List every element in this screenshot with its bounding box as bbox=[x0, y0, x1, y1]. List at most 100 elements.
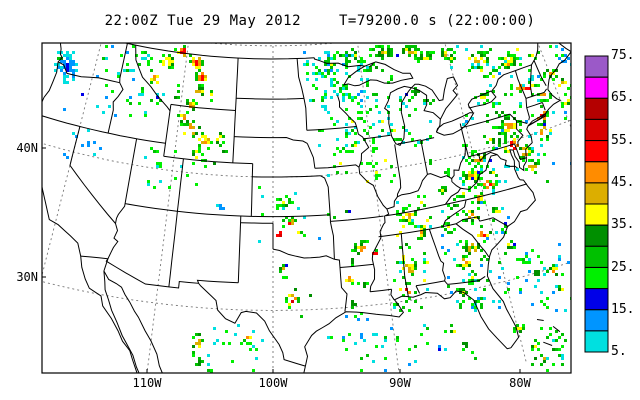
radar-cell bbox=[471, 171, 474, 174]
radar-cell bbox=[510, 84, 513, 87]
radar-cell bbox=[234, 333, 237, 336]
radar-cell bbox=[408, 267, 411, 270]
radar-cell bbox=[450, 57, 453, 60]
radar-cell bbox=[345, 60, 348, 63]
radar-cell bbox=[483, 186, 486, 189]
radar-cell bbox=[561, 78, 564, 81]
radar-cell bbox=[381, 120, 384, 123]
radar-cell bbox=[378, 51, 381, 54]
radar-cell bbox=[480, 306, 483, 309]
radar-cell bbox=[465, 249, 468, 252]
radar-cell bbox=[549, 132, 552, 135]
radar-cell bbox=[549, 72, 552, 75]
radar-cell bbox=[390, 180, 393, 183]
radar-cell bbox=[318, 129, 321, 132]
radar-cell bbox=[345, 129, 348, 132]
radar-cell bbox=[414, 300, 417, 303]
radar-cell bbox=[504, 141, 507, 144]
radar-cell bbox=[552, 267, 555, 270]
radar-cell bbox=[492, 90, 495, 93]
map-border-line bbox=[237, 215, 242, 283]
radar-cell bbox=[498, 66, 501, 69]
radar-cell bbox=[471, 243, 474, 246]
radar-cell bbox=[387, 54, 390, 57]
radar-cell bbox=[555, 264, 558, 267]
radar-cell bbox=[534, 171, 537, 174]
radar-cell bbox=[354, 144, 357, 147]
radar-cell bbox=[498, 126, 501, 129]
radar-cell bbox=[333, 63, 336, 66]
radar-cell bbox=[363, 285, 366, 288]
radar-cell bbox=[474, 300, 477, 303]
radar-cell bbox=[291, 222, 294, 225]
radar-cell bbox=[333, 72, 336, 75]
radar-cell bbox=[420, 306, 423, 309]
radar-cell bbox=[384, 357, 387, 360]
title-timestamp: 22:00Z Tue 29 May 2012 bbox=[104, 13, 301, 29]
map-border-line bbox=[234, 136, 308, 144]
radar-cell bbox=[546, 111, 549, 114]
radar-cell bbox=[549, 333, 552, 336]
radar-cell bbox=[534, 84, 537, 87]
radar-cell bbox=[414, 90, 417, 93]
radar-cell bbox=[372, 165, 375, 168]
radar-cell bbox=[477, 198, 480, 201]
radar-cell bbox=[552, 162, 555, 165]
radar-cell bbox=[492, 207, 495, 210]
radar-cell bbox=[495, 231, 498, 234]
radar-cell bbox=[465, 345, 468, 348]
radar-cell bbox=[441, 234, 444, 237]
radar-cell bbox=[504, 129, 507, 132]
radar-cell bbox=[408, 246, 411, 249]
radar-cell bbox=[345, 123, 348, 126]
radar-cell bbox=[198, 147, 201, 150]
radar-cell bbox=[546, 369, 549, 372]
radar-cell bbox=[459, 288, 462, 291]
radar-cell bbox=[72, 63, 75, 66]
radar-cell bbox=[498, 72, 501, 75]
radar-cell bbox=[351, 48, 354, 51]
radar-cell bbox=[489, 183, 492, 186]
title-bar: 22:00Z Tue 29 May 2012 T=79200.0 s (22:00… bbox=[0, 13, 640, 29]
radar-cell bbox=[423, 99, 426, 102]
map-border-line bbox=[103, 270, 163, 373]
radar-cell bbox=[408, 264, 411, 267]
radar-cell bbox=[375, 54, 378, 57]
radar-cell bbox=[396, 138, 399, 141]
radar-cell bbox=[384, 339, 387, 342]
radar-cell bbox=[561, 54, 564, 57]
radar-cell bbox=[555, 339, 558, 342]
radar-cell bbox=[390, 75, 393, 78]
radar-cell bbox=[555, 309, 558, 312]
radar-cell bbox=[363, 120, 366, 123]
radar-cell bbox=[333, 84, 336, 87]
radar-cell bbox=[462, 144, 465, 147]
radar-cell bbox=[132, 45, 135, 48]
map-border-line bbox=[451, 178, 461, 189]
radar-cell bbox=[465, 114, 468, 117]
radar-cell bbox=[354, 57, 357, 60]
radar-cell bbox=[324, 90, 327, 93]
radar-cell bbox=[201, 339, 204, 342]
radar-cell bbox=[492, 75, 495, 78]
radar-cell bbox=[507, 54, 510, 57]
radar-cell bbox=[441, 189, 444, 192]
radar-cell bbox=[333, 216, 336, 219]
radar-cell bbox=[381, 48, 384, 51]
radar-cell bbox=[510, 54, 513, 57]
map-border-line bbox=[170, 103, 236, 111]
radar-cell bbox=[165, 57, 168, 60]
radar-cell bbox=[486, 279, 489, 282]
radar-cell bbox=[513, 54, 516, 57]
radar-cell bbox=[375, 252, 378, 255]
radar-cell bbox=[414, 51, 417, 54]
radar-cell bbox=[216, 138, 219, 141]
radar-cell bbox=[138, 63, 141, 66]
radar-cell bbox=[408, 114, 411, 117]
radar-cell bbox=[60, 69, 63, 72]
radar-cell bbox=[513, 147, 516, 150]
radar-cell bbox=[567, 102, 570, 105]
radar-cell bbox=[528, 147, 531, 150]
radar-cell bbox=[285, 216, 288, 219]
